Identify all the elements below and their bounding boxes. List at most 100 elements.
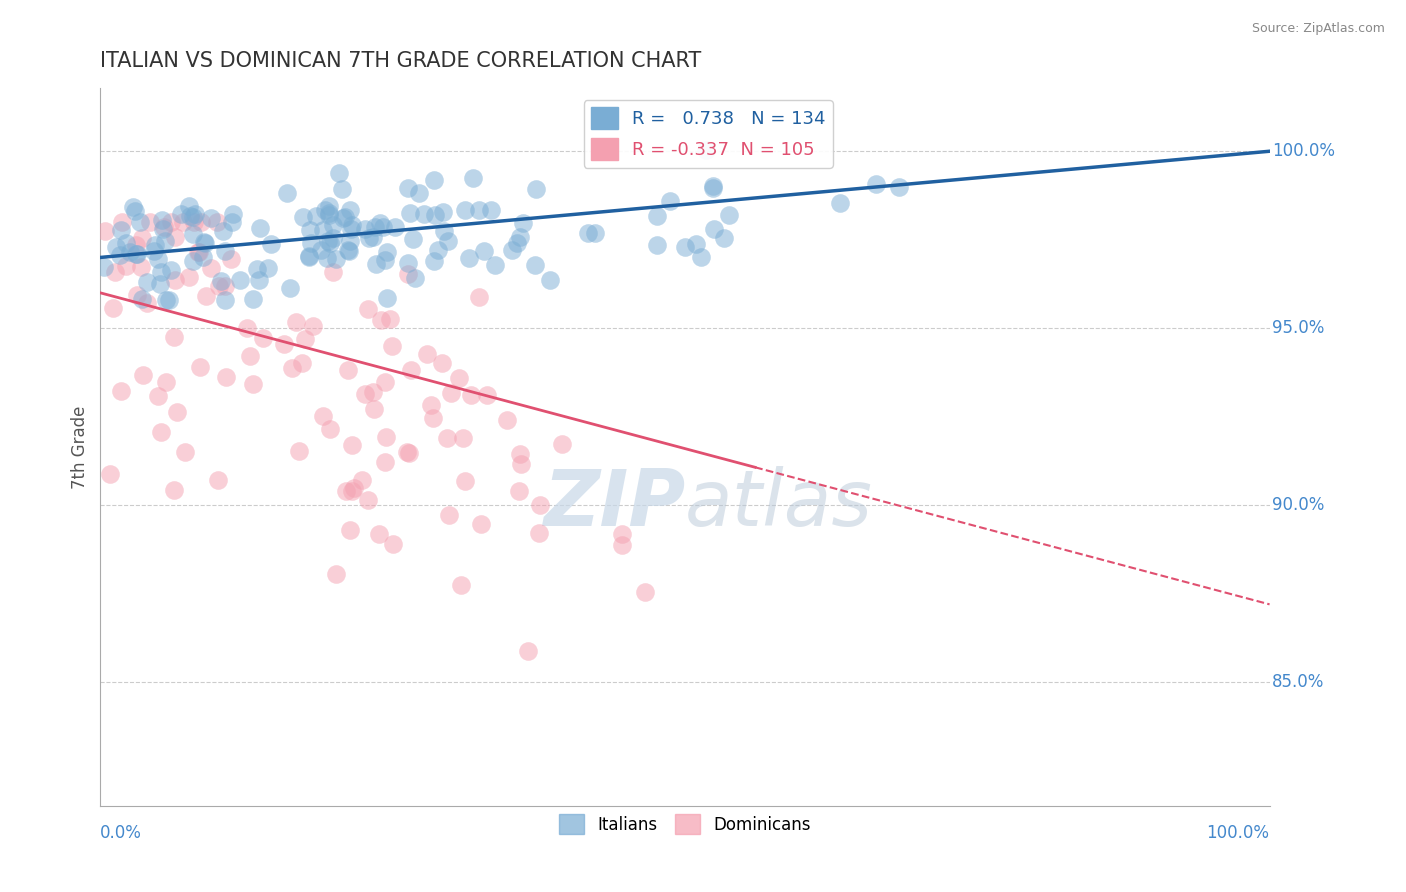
- Dominicans: [149, 425, 172, 439]
- Dominicans: [152, 219, 174, 234]
- Italians: [136, 275, 159, 289]
- Italians: [865, 177, 887, 191]
- Dominicans: [440, 386, 463, 401]
- Italians: [221, 214, 243, 228]
- Italians: [685, 237, 707, 252]
- Italians: [276, 186, 298, 201]
- Italians: [524, 182, 547, 196]
- Dominicans: [281, 361, 304, 376]
- Italians: [105, 240, 128, 254]
- Italians: [149, 265, 172, 279]
- Dominicans: [219, 252, 242, 267]
- Italians: [396, 181, 419, 195]
- Dominicans: [374, 455, 396, 469]
- Text: 0.0%: 0.0%: [100, 824, 142, 842]
- Dominicans: [98, 467, 121, 481]
- Dominicans: [361, 385, 384, 400]
- Italians: [506, 236, 529, 251]
- Dominicans: [420, 398, 443, 412]
- Italians: [200, 211, 222, 225]
- Italians: [404, 271, 426, 285]
- Italians: [399, 205, 422, 219]
- Italians: [463, 170, 485, 185]
- Italians: [472, 244, 495, 258]
- Dominicans: [163, 230, 186, 244]
- Italians: [887, 180, 910, 194]
- Text: ZIP: ZIP: [543, 467, 685, 542]
- Dominicans: [367, 527, 389, 541]
- Dominicans: [104, 265, 127, 279]
- Dominicans: [114, 260, 136, 274]
- Italians: [509, 229, 531, 244]
- Italians: [364, 256, 387, 270]
- Dominicans: [236, 320, 259, 334]
- Dominicans: [378, 312, 401, 326]
- Dominicans: [301, 319, 323, 334]
- Dominicans: [135, 296, 157, 310]
- Dominicans: [205, 215, 228, 229]
- Dominicans: [94, 224, 117, 238]
- Italians: [830, 196, 852, 211]
- Italians: [512, 216, 534, 230]
- Italians: [690, 250, 713, 264]
- Italians: [129, 215, 152, 229]
- Italians: [242, 292, 264, 306]
- Italians: [298, 223, 321, 237]
- Italians: [170, 207, 193, 221]
- Italians: [314, 202, 336, 217]
- Italians: [454, 203, 477, 218]
- Italians: [214, 293, 236, 307]
- Italians: [433, 224, 456, 238]
- Italians: [298, 249, 321, 263]
- Dominicans: [437, 508, 460, 522]
- Italians: [149, 277, 172, 292]
- Dominicans: [509, 457, 531, 471]
- Italians: [402, 232, 425, 246]
- Dominicans: [155, 375, 177, 389]
- Text: ITALIAN VS DOMINICAN 7TH GRADE CORRELATION CHART: ITALIAN VS DOMINICAN 7TH GRADE CORRELATI…: [100, 51, 702, 70]
- Italians: [374, 252, 396, 267]
- Italians: [659, 194, 682, 209]
- Italians: [222, 207, 245, 221]
- Italians: [538, 273, 561, 287]
- Italians: [157, 293, 180, 307]
- Italians: [457, 251, 479, 265]
- Italians: [318, 199, 340, 213]
- Dominicans: [395, 444, 418, 458]
- Dominicans: [336, 363, 359, 377]
- Italians: [423, 254, 446, 268]
- Italians: [143, 238, 166, 252]
- Dominicans: [172, 215, 194, 229]
- Dominicans: [509, 447, 531, 461]
- Dominicans: [322, 265, 344, 279]
- Italians: [336, 243, 359, 257]
- Italians: [249, 221, 271, 235]
- Dominicans: [273, 337, 295, 351]
- Italians: [122, 200, 145, 214]
- Dominicans: [363, 402, 385, 417]
- Italians: [384, 220, 406, 235]
- Dominicans: [125, 238, 148, 252]
- Italians: [108, 248, 131, 262]
- Dominicans: [436, 431, 458, 445]
- Text: 95.0%: 95.0%: [1272, 319, 1324, 337]
- Dominicans: [188, 360, 211, 375]
- Dominicans: [353, 386, 375, 401]
- Dominicans: [339, 524, 361, 538]
- Dominicans: [454, 474, 477, 488]
- Italians: [695, 143, 717, 157]
- Dominicans: [129, 260, 152, 274]
- Italians: [432, 205, 454, 219]
- Dominicans: [127, 288, 149, 302]
- Italians: [316, 235, 339, 249]
- Italians: [312, 223, 335, 237]
- Italians: [339, 202, 361, 217]
- Italians: [423, 173, 446, 187]
- Dominicans: [335, 483, 357, 498]
- Dominicans: [214, 279, 236, 293]
- Dominicans: [110, 215, 132, 229]
- Dominicans: [550, 437, 572, 451]
- Italians: [291, 210, 314, 224]
- Dominicans: [294, 332, 316, 346]
- Dominicans: [163, 329, 186, 343]
